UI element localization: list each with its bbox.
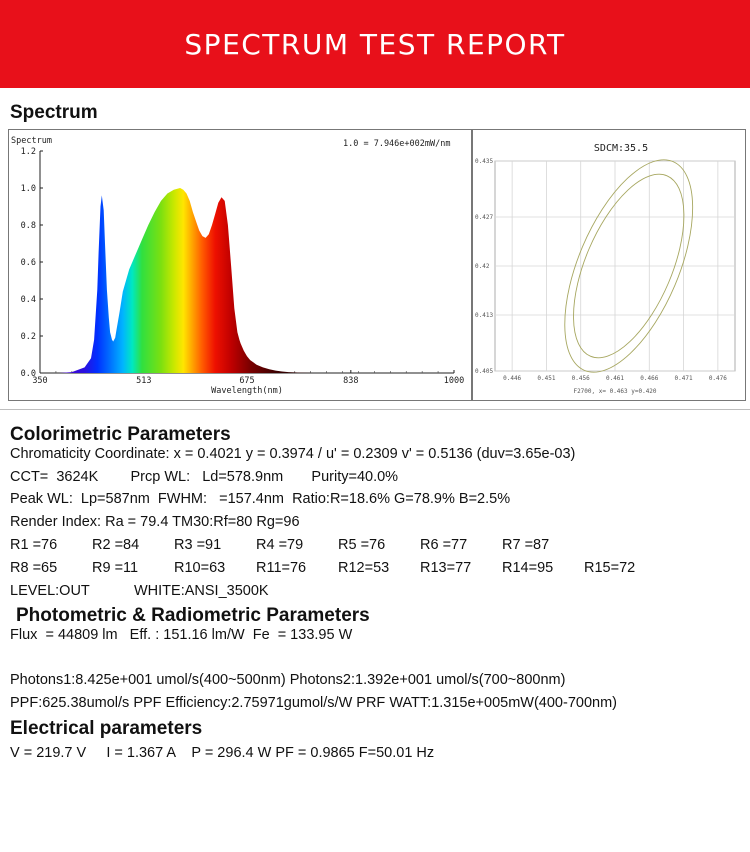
sdcm-y-tick-label: 0.427 bbox=[475, 214, 493, 221]
electrical-line: V = 219.7 V I = 1.367 A P = 296.4 W PF =… bbox=[10, 745, 435, 761]
cct-line: CCT= 3624K Prcp WL: Ld=578.9nm Purity=40… bbox=[10, 469, 399, 485]
x-tick-label: 513 bbox=[136, 376, 151, 386]
sdcm-x-tick-label: 0.446 bbox=[503, 375, 521, 382]
r-value: R10=63 bbox=[174, 560, 226, 576]
spectrum-chart-annotation: 1.0 = 7.946e+002mW/nm bbox=[343, 139, 450, 149]
r-value: R9 =11 bbox=[92, 560, 139, 576]
sdcm-x-tick-label: 0.461 bbox=[606, 375, 624, 382]
level-label: LEVEL:OUT bbox=[10, 583, 90, 599]
render-index-line: Render Index: Ra = 79.4 TM30:Rf=80 Rg=96 bbox=[10, 514, 300, 530]
white-label: WHITE:ANSI_3500K bbox=[134, 583, 269, 599]
x-tick-label: 675 bbox=[239, 376, 254, 386]
ppf-line: PPF:625.38umol/s PPF Efficiency:2.75971g… bbox=[10, 695, 617, 711]
chromaticity-line: Chromaticity Coordinate: x = 0.4021 y = … bbox=[10, 446, 576, 462]
sdcm-y-tick-label: 0.435 bbox=[475, 158, 493, 165]
r-value: R12=53 bbox=[338, 560, 390, 576]
r-value: R11=76 bbox=[256, 560, 307, 576]
sdcm-x-tick-label: 0.451 bbox=[537, 375, 555, 382]
spectrum-chart: 0.0 0.2 0.4 0.6 0.8 1.0 1.2 350 513 675 838 1000 Spe… bbox=[11, 136, 464, 396]
r-value: R8 =65 bbox=[10, 560, 58, 576]
y-tick-label: 0.0 bbox=[21, 369, 36, 379]
spectrum-heading: Spectrum bbox=[10, 102, 98, 123]
x-tick-label: 1000 bbox=[444, 376, 464, 386]
sdcm-chart: 0.446 0.451 0.456 0.461 0.466 0.471 0.476 0.435… bbox=[475, 143, 736, 395]
r-value: R1 =76 bbox=[10, 537, 58, 553]
sdcm-y-tick-label: 0.413 bbox=[475, 312, 493, 319]
y-tick-label: 1.0 bbox=[21, 184, 36, 194]
r-value: R5 =76 bbox=[338, 537, 386, 553]
r-value: R6 =77 bbox=[420, 537, 468, 553]
spectrum-chart-title: Spectrum bbox=[11, 136, 52, 146]
sdcm-ellipse bbox=[573, 173, 685, 359]
sdcm-ellipse bbox=[564, 159, 694, 373]
y-tick-label: 0.6 bbox=[21, 258, 36, 268]
sdcm-x-tick-label: 0.471 bbox=[675, 375, 693, 382]
r-value: R13=77 bbox=[420, 560, 472, 576]
r-value: R14=95 bbox=[502, 560, 554, 576]
section-divider bbox=[0, 409, 750, 410]
x-tick-label: 350 bbox=[32, 376, 47, 386]
spectrum-chart-panel: 0.0 0.2 0.4 0.6 0.8 1.0 1.2 350 513 675 838 1000 Spe… bbox=[8, 129, 472, 401]
y-tick-label: 0.8 bbox=[21, 221, 36, 231]
sdcm-chart-panel: 0.446 0.451 0.456 0.461 0.466 0.471 0.476 0.435… bbox=[472, 129, 746, 401]
r-value: R2 =84 bbox=[92, 537, 140, 553]
x-tick-label: 838 bbox=[343, 376, 358, 386]
sdcm-y-tick-label: 0.42 bbox=[475, 263, 490, 270]
photons-line: Photons1:8.425e+001 umol/s(400~500nm) Ph… bbox=[10, 672, 566, 688]
sdcm-chart-title: SDCM:35.5 bbox=[594, 143, 648, 154]
sdcm-y-tick-label: 0.405 bbox=[475, 368, 493, 375]
r-value: R4 =79 bbox=[256, 537, 304, 553]
peak-wl-line: Peak WL: Lp=587nm FWHM: =157.4nm Ratio:R… bbox=[10, 491, 511, 507]
r-value: R3 =91 bbox=[174, 537, 222, 553]
x-axis-title: Wavelength(nm) bbox=[211, 386, 283, 396]
electrical-heading: Electrical parameters bbox=[10, 718, 203, 739]
flux-line: Flux = 44809 lm Eff. : 151.16 lm/W Fe = … bbox=[10, 627, 353, 643]
report-title: SPECTRUM TEST REPORT bbox=[184, 28, 566, 61]
y-tick-label: 1.2 bbox=[21, 147, 36, 157]
sdcm-x-tick-label: 0.476 bbox=[709, 375, 727, 382]
r-value: R15=72 bbox=[584, 560, 636, 576]
spectrum-area bbox=[59, 188, 327, 373]
sdcm-x-tick-label: 0.456 bbox=[572, 375, 590, 382]
y-tick-label: 0.2 bbox=[21, 332, 36, 342]
header-banner: SPECTRUM TEST REPORT bbox=[0, 0, 750, 88]
photometric-heading: Photometric & Radiometric Parameters bbox=[16, 605, 370, 626]
sdcm-x-tick-label: 0.466 bbox=[640, 375, 658, 382]
colorimetric-heading: Colorimetric Parameters bbox=[10, 424, 231, 445]
sdcm-chart-footer: F2700, x= 0.463 y=0.420 bbox=[573, 388, 656, 395]
y-tick-label: 0.4 bbox=[21, 295, 36, 305]
r-value: R7 =87 bbox=[502, 537, 550, 553]
